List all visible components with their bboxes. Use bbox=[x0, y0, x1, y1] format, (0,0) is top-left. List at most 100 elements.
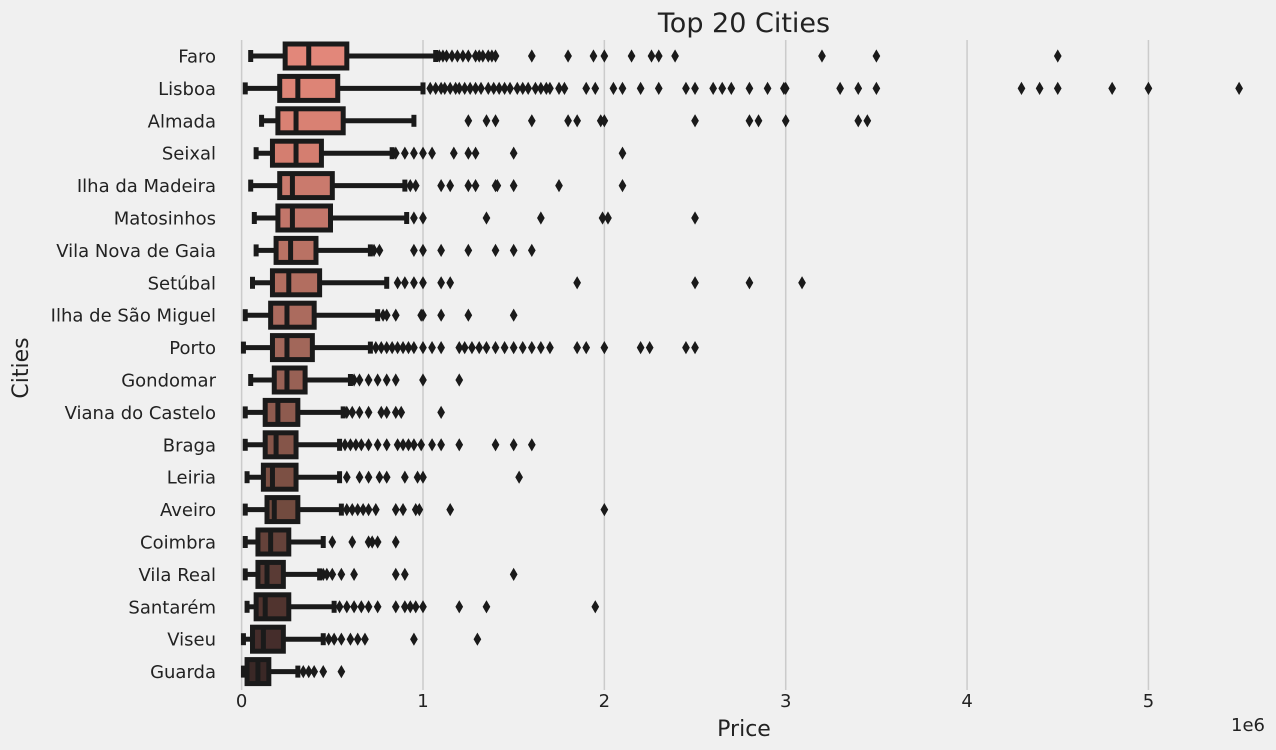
outlier-point bbox=[382, 405, 391, 419]
outlier-point bbox=[382, 308, 391, 322]
outlier-point bbox=[464, 114, 473, 128]
outlier-point bbox=[1017, 81, 1026, 95]
outlier-point bbox=[600, 49, 609, 63]
outlier-point bbox=[854, 114, 863, 128]
outlier-point bbox=[410, 211, 418, 225]
outlier-point bbox=[872, 49, 881, 63]
outlier-point bbox=[509, 341, 518, 355]
outlier-point bbox=[604, 211, 612, 225]
outlier-point bbox=[645, 341, 654, 355]
outlier-point bbox=[419, 276, 427, 290]
outlier-point bbox=[401, 146, 409, 160]
outlier-point bbox=[428, 146, 436, 160]
outlier-point bbox=[364, 405, 373, 419]
outlier-point bbox=[330, 632, 338, 646]
outlier-point bbox=[364, 373, 373, 387]
outlier-point bbox=[573, 114, 581, 128]
outlier-point bbox=[437, 341, 445, 355]
outlier-point bbox=[419, 211, 427, 225]
outlier-point bbox=[371, 341, 380, 355]
outlier-point bbox=[600, 114, 609, 128]
outlier-point bbox=[310, 665, 319, 679]
outlier-point bbox=[609, 81, 618, 95]
outlier-point bbox=[355, 405, 364, 419]
y-category-label: Faro bbox=[178, 47, 216, 68]
y-category-label: Coimbra bbox=[140, 533, 216, 554]
outlier-point bbox=[437, 243, 445, 257]
outlier-point bbox=[337, 567, 346, 581]
outlier-point bbox=[618, 146, 627, 160]
outlier-point bbox=[353, 503, 362, 517]
box-group bbox=[248, 365, 464, 395]
outlier-point bbox=[342, 405, 351, 419]
outlier-point bbox=[355, 470, 364, 484]
outlier-point bbox=[863, 114, 872, 128]
outlier-point bbox=[437, 276, 445, 290]
outlier-point bbox=[1108, 81, 1117, 95]
y-category-label: Viana do Castelo bbox=[65, 403, 216, 424]
outlier-point bbox=[745, 276, 754, 290]
box-iqr bbox=[268, 300, 317, 330]
outlier-point bbox=[598, 211, 607, 225]
outlier-point bbox=[449, 146, 458, 160]
outlier-point bbox=[348, 503, 357, 517]
outlier-point bbox=[460, 341, 469, 355]
box-iqr bbox=[269, 333, 315, 363]
outlier-point bbox=[506, 81, 514, 95]
outlier-point bbox=[513, 81, 522, 95]
outlier-point bbox=[727, 81, 736, 95]
outlier-point bbox=[373, 438, 382, 452]
outlier-point bbox=[591, 81, 600, 95]
outlier-point bbox=[371, 503, 380, 517]
outlier-point bbox=[355, 373, 364, 387]
y-category-label: Ilha da Madeira bbox=[77, 176, 216, 197]
box-group bbox=[242, 397, 445, 427]
outlier-point bbox=[410, 341, 418, 355]
outlier-point bbox=[491, 438, 500, 452]
x-tick-label: 2 bbox=[599, 691, 610, 712]
outlier-point bbox=[564, 114, 572, 128]
outlier-point bbox=[682, 81, 690, 95]
box-iqr bbox=[277, 171, 335, 201]
outlier-point bbox=[419, 373, 427, 387]
box-iqr bbox=[275, 106, 346, 136]
outlier-point bbox=[419, 308, 427, 322]
outlier-point bbox=[324, 632, 333, 646]
outlier-point bbox=[437, 405, 445, 419]
outlier-point bbox=[475, 341, 484, 355]
outlier-point bbox=[364, 503, 373, 517]
outlier-point bbox=[495, 81, 504, 95]
outlier-point bbox=[836, 81, 844, 95]
outlier-point bbox=[304, 665, 313, 679]
box-group bbox=[250, 268, 806, 298]
outlier-point bbox=[359, 503, 367, 517]
box-group bbox=[248, 41, 1062, 71]
outlier-point bbox=[417, 438, 426, 452]
box-iqr bbox=[271, 365, 308, 395]
outlier-point bbox=[382, 341, 391, 355]
outlier-point bbox=[419, 243, 427, 257]
box-iqr bbox=[264, 495, 301, 525]
outlier-point bbox=[368, 535, 377, 549]
outlier-point bbox=[399, 438, 407, 452]
outlier-point bbox=[411, 600, 420, 614]
outlier-point bbox=[464, 146, 473, 160]
outlier-point bbox=[582, 81, 591, 95]
box-group bbox=[242, 527, 400, 557]
outlier-point bbox=[466, 81, 474, 95]
box-group bbox=[251, 203, 699, 233]
outlier-point bbox=[419, 470, 427, 484]
outlier-point bbox=[357, 600, 366, 614]
outlier-point bbox=[437, 438, 445, 452]
outlier-point bbox=[382, 438, 391, 452]
outlier-point bbox=[546, 81, 554, 95]
outlier-point bbox=[781, 114, 790, 128]
outlier-point bbox=[509, 243, 518, 257]
outlier-point bbox=[410, 243, 418, 257]
outlier-point bbox=[1053, 81, 1062, 95]
outlier-point bbox=[397, 405, 406, 419]
y-category-label: Almada bbox=[148, 111, 216, 132]
box-group bbox=[242, 300, 518, 330]
y-category-label: Viseu bbox=[167, 630, 216, 651]
